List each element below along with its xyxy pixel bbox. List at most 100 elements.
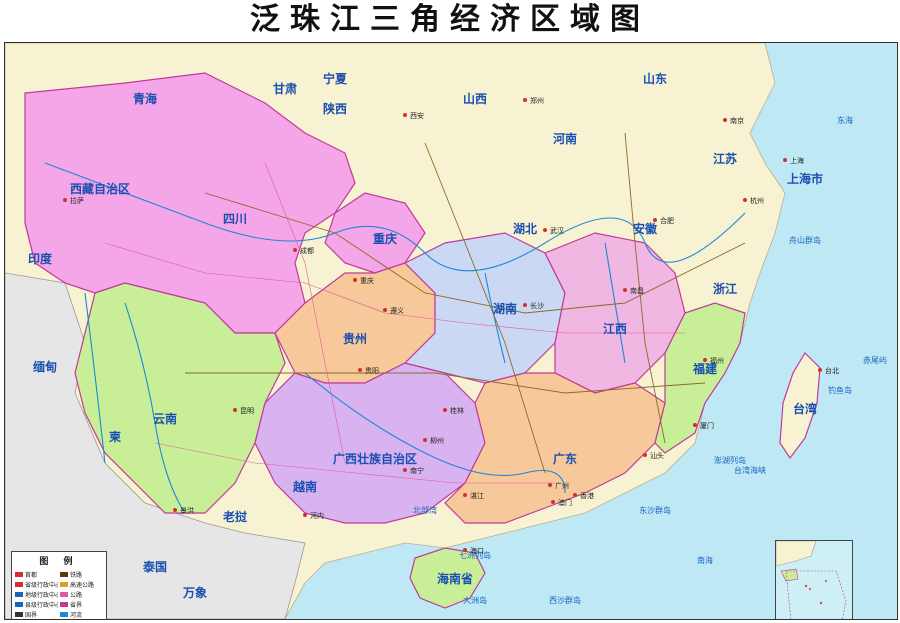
river-pearl (304, 372, 566, 494)
city-marker[interactable] (573, 493, 577, 497)
city-marker[interactable] (423, 438, 427, 442)
city-marker[interactable] (293, 248, 297, 252)
road-line-2 (154, 442, 555, 484)
city-marker[interactable] (358, 368, 362, 372)
city-marker[interactable] (653, 218, 657, 222)
province-label: 安徽 (633, 221, 658, 236)
city-marker[interactable] (818, 368, 822, 372)
region-guangdong[interactable] (444, 372, 666, 524)
city-label: 南宁 (410, 466, 424, 475)
city-marker[interactable] (403, 113, 407, 117)
legend-symbol (60, 612, 68, 617)
city-marker[interactable] (523, 303, 527, 307)
country-label: 万象 (182, 585, 207, 600)
province-label: 湖北 (513, 221, 537, 236)
legend-symbol (60, 602, 68, 607)
river-gan (604, 242, 626, 364)
river-yangtze (44, 162, 746, 272)
city-marker[interactable] (523, 98, 527, 102)
region-yunnan[interactable] (74, 282, 286, 514)
city-label: 澳门 (558, 498, 572, 507)
inset-mainland (776, 541, 817, 567)
river-mekong (124, 302, 186, 514)
city-marker[interactable] (643, 453, 647, 457)
legend-label: 地级行政中心 (25, 592, 58, 599)
city-marker[interactable] (743, 198, 747, 202)
legend-symbol (15, 602, 23, 607)
map-title: 泛珠江三角经济区域图 (250, 2, 650, 37)
city-label: 长沙 (530, 301, 544, 310)
legend-item: 高速公路 (60, 580, 103, 589)
city-label: 遵义 (390, 306, 404, 315)
city-marker[interactable] (623, 288, 627, 292)
province-label: 广西壮族自治区 (333, 451, 417, 466)
province-label: 山东 (643, 71, 667, 86)
city-label: 景洪 (180, 506, 194, 515)
sea-label: 七洲列岛 (459, 550, 491, 560)
city-marker[interactable] (783, 158, 787, 162)
city-label: 柳州 (430, 436, 444, 445)
legend-symbol (15, 572, 23, 577)
province-label: 福建 (692, 361, 718, 376)
province-label: 甘肃 (273, 81, 297, 96)
region-fujian[interactable] (654, 302, 746, 454)
legend-label: 省界 (70, 602, 83, 609)
railway-network (185, 132, 746, 474)
city-marker[interactable] (443, 408, 447, 412)
province-label: 江苏 (713, 151, 737, 166)
province-label: 广东 (553, 451, 577, 466)
city-marker[interactable] (703, 358, 707, 362)
province-label: 海南省 (437, 571, 473, 586)
region-hainan[interactable] (409, 547, 486, 609)
inset-map (776, 541, 847, 619)
legend-item: 铁路 (60, 570, 103, 579)
legend-symbol (15, 612, 23, 617)
inset-boundary (785, 570, 847, 619)
city-marker[interactable] (383, 308, 387, 312)
province-label: 四川 (223, 212, 247, 226)
city-label: 福州 (710, 356, 724, 365)
city-marker[interactable] (353, 278, 357, 282)
city-marker[interactable] (548, 483, 552, 487)
province-label: 重庆 (373, 231, 397, 246)
railway-line-2 (185, 372, 706, 394)
sea-label: 东海 (837, 115, 853, 125)
legend-item: 省级行政中心 (15, 580, 58, 589)
city-marker[interactable] (403, 468, 407, 472)
city-marker[interactable] (233, 408, 237, 412)
region-taiwan[interactable] (779, 352, 821, 460)
city-label: 重庆 (360, 276, 374, 285)
province-label: 云南 (153, 411, 177, 426)
country-label: 柬 (108, 429, 122, 444)
city-labels: 成都重庆贵阳昆明南宁长沙南昌福州广州海口武汉合肥杭州上海南京西安郑州拉萨台北香港… (63, 97, 839, 555)
legend-label: 省级行政中心 (25, 582, 58, 589)
city-label: 海口 (470, 546, 484, 555)
sea-label: 舟山群岛 (789, 235, 821, 245)
country-label: 印度 (28, 251, 53, 266)
map-area[interactable]: 四川 西藏自治区 云南 贵州 广西壮族自治区 湖南 江西 广东 福建 海南省 重庆 台湾 湖北 安徽 浙江 江… (4, 42, 898, 620)
city-label: 拉萨 (70, 196, 84, 205)
map-legend: 图 例 首都铁路省级行政中心高速公路地级行政中心公路县级行政中心省界国界河流未定… (11, 551, 107, 619)
city-label: 河内 (310, 511, 324, 520)
city-marker[interactable] (173, 508, 177, 512)
south-china-sea-inset[interactable]: 南海诸岛 (775, 540, 853, 619)
city-marker[interactable] (463, 548, 467, 552)
province-label: 江西 (603, 321, 627, 336)
city-marker[interactable] (693, 423, 697, 427)
road-line-1 (104, 242, 685, 334)
city-label: 厦门 (700, 421, 714, 430)
sea-label: 西沙群岛 (549, 595, 581, 605)
city-marker[interactable] (543, 228, 547, 232)
legend-item: 省界 (60, 600, 103, 609)
city-marker[interactable] (303, 513, 307, 517)
city-marker[interactable] (63, 198, 67, 202)
railway-line-4 (624, 132, 666, 444)
city-marker[interactable] (551, 500, 555, 504)
country-label: 缅甸 (33, 359, 57, 374)
legend-item: 地级行政中心 (15, 590, 58, 599)
city-marker[interactable] (463, 493, 467, 497)
city-marker[interactable] (723, 118, 727, 122)
